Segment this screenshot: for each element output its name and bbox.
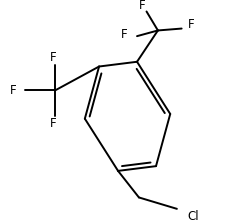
Text: F: F [139, 0, 145, 12]
Text: F: F [50, 117, 57, 130]
Text: Cl: Cl [187, 210, 199, 223]
Text: F: F [50, 51, 57, 64]
Text: F: F [188, 18, 194, 31]
Text: F: F [10, 84, 17, 97]
Text: F: F [120, 28, 127, 41]
